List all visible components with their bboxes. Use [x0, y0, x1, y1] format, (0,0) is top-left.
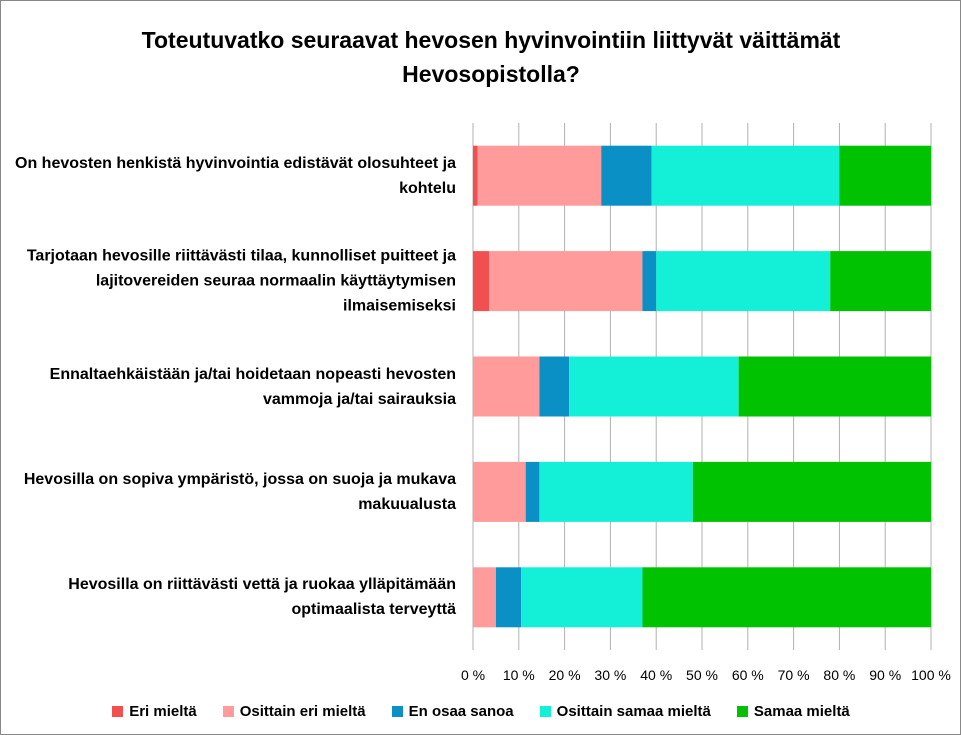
x-tick-label: 10 %	[502, 667, 535, 683]
x-tick-label: 70 %	[777, 667, 810, 683]
chart-title: Toteutuvatko seuraavat hevosen hyvinvoin…	[141, 27, 841, 87]
category-label: Ennaltaehkäistään ja/tai hoidetaan nopea…	[49, 365, 456, 408]
legend-swatch	[222, 706, 234, 717]
x-tick-label: 60 %	[731, 667, 764, 683]
x-tick-label: 50 %	[686, 667, 718, 683]
bar-segment	[692, 461, 931, 522]
x-tick-label: 20 %	[548, 667, 581, 683]
bar-segment	[830, 251, 931, 312]
legend-label: Eri mieltä	[129, 703, 197, 720]
bar-segment	[839, 145, 931, 206]
x-tick-label: 80 %	[823, 667, 856, 683]
bar-segment	[489, 251, 643, 312]
bar-segment	[473, 356, 540, 417]
legend-label: Osittain samaa mieltä	[556, 703, 711, 720]
x-tick-label: 40 %	[640, 667, 673, 683]
bar-segment	[738, 356, 931, 417]
category-label: Tarjotaan hevosille riittävästi tilaa, k…	[26, 247, 456, 315]
bar-segment	[525, 461, 540, 522]
bar-segment	[651, 145, 840, 206]
bar-segment	[473, 251, 490, 312]
category-label: Hevosilla on riittävästi vettä ja ruokaa…	[68, 576, 456, 619]
legend-swatch	[112, 706, 124, 717]
x-tick-label: 30 %	[594, 667, 627, 683]
bar-segment	[495, 567, 522, 628]
x-tick-label: 100 %	[911, 667, 951, 683]
legend-item: Osittain eri mieltä	[222, 703, 366, 720]
bar-segment	[477, 145, 602, 206]
bar-segment	[473, 461, 526, 522]
x-tick-label: 90 %	[869, 667, 902, 683]
legend: Eri mieltä Osittain eri mieltä En osaa san…	[1, 703, 960, 720]
category-label: On hevosten henkistä hyvinvointia edistä…	[15, 154, 456, 197]
legend-item: Samaa mieltä	[736, 703, 850, 720]
legend-label: En osaa sanoa	[408, 703, 514, 720]
category-label: Hevosilla on sopiva ympäristö, jossa on …	[23, 470, 456, 513]
bar-segment	[521, 567, 643, 628]
bar-segment	[539, 356, 570, 417]
legend-label: Samaa mieltä	[753, 703, 850, 720]
bar-segment	[569, 356, 739, 417]
legend-swatch	[539, 706, 551, 717]
bar-segment	[473, 567, 496, 628]
bar-segment	[473, 145, 478, 206]
bar-segment	[539, 461, 693, 522]
legend-item: Osittain samaa mieltä	[539, 703, 711, 720]
legend-label: Osittain eri mieltä	[239, 703, 366, 720]
bar-segment	[601, 145, 652, 206]
bar-segment	[656, 251, 831, 312]
bar-segment	[642, 251, 657, 312]
legend-item: En osaa sanoa	[391, 703, 514, 720]
x-tick-label: 0 %	[460, 667, 486, 683]
legend-item: Eri mieltä	[112, 703, 197, 720]
bar-segment	[642, 567, 931, 628]
legend-swatch	[736, 706, 748, 717]
legend-swatch	[391, 706, 403, 717]
